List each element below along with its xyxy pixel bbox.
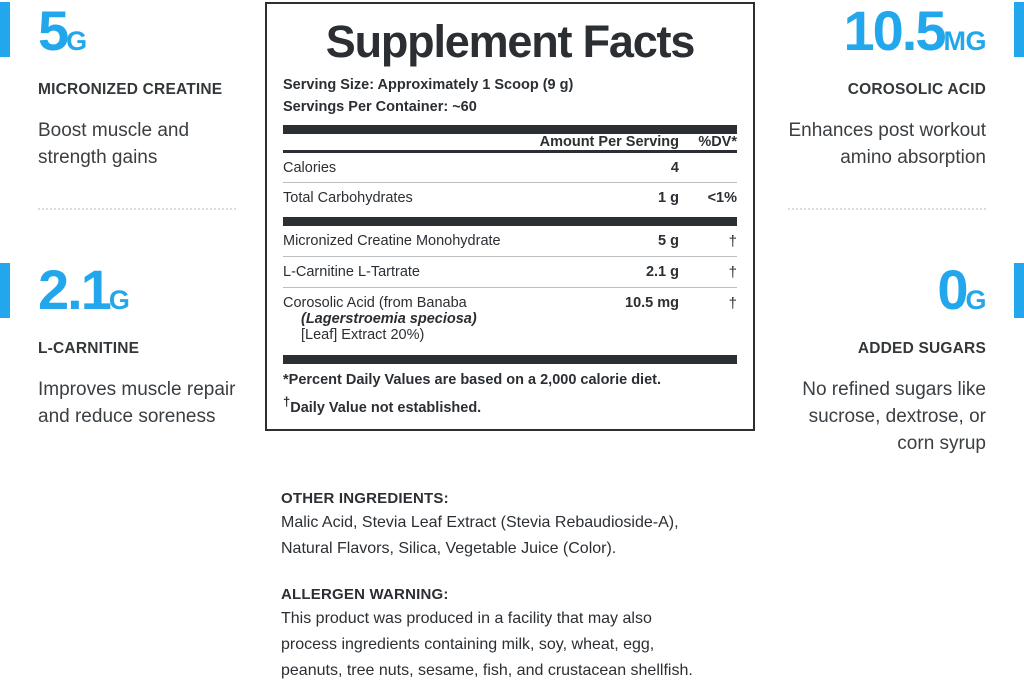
section-divider bbox=[788, 208, 986, 210]
table-row: Calories 4 bbox=[283, 153, 737, 182]
row-dv: <1% bbox=[707, 190, 737, 206]
table-row: Corosolic Acid (from Banaba (Lagerstroem… bbox=[283, 288, 737, 349]
benefits-column-left: 5G MICRONIZED CREATINE Boost muscle and … bbox=[0, 0, 248, 430]
row-name: Micronized Creatine Monohydrate bbox=[283, 233, 501, 249]
accent-bar-icon bbox=[1014, 263, 1024, 318]
facts-table-corosolic: Corosolic Acid (from Banaba (Lagerstroem… bbox=[283, 288, 737, 349]
benefit-unit: G bbox=[66, 26, 87, 56]
row-dv: † bbox=[728, 295, 737, 312]
allergen-warning-line1: This product was produced in a facility … bbox=[281, 610, 652, 627]
row-name: Corosolic Acid (from Banaba (Lagerstroem… bbox=[283, 288, 593, 349]
label-notes: OTHER INGREDIENTS: Malic Acid, Stevia Le… bbox=[281, 490, 759, 684]
benefit-micronized-creatine: 5G MICRONIZED CREATINE Boost muscle and … bbox=[0, 0, 248, 171]
row-amount: 1 g bbox=[658, 190, 679, 206]
footnote-dagger-text: Daily Value not established. bbox=[290, 399, 482, 416]
rule-thin bbox=[283, 287, 737, 288]
rule-under-header bbox=[283, 150, 737, 153]
benefit-title: COROSOLIC ACID bbox=[847, 81, 986, 98]
row-name-line1: Corosolic Acid (from Banaba bbox=[283, 295, 467, 311]
row-dv: † bbox=[728, 233, 737, 250]
rule-thick-bottom bbox=[283, 355, 737, 364]
section-divider bbox=[38, 208, 236, 210]
benefit-value: 2.1 bbox=[38, 258, 112, 321]
row-dv: † bbox=[728, 264, 737, 281]
facts-table-carnitine: L-Carnitine L-Tartrate 2.1 g † bbox=[283, 257, 737, 287]
benefit-value: 0 bbox=[937, 258, 968, 321]
column-header-dv: %DV* bbox=[698, 134, 737, 150]
accent-bar-icon bbox=[1014, 2, 1024, 57]
other-ingredients-line1: Malic Acid, Stevia Leaf Extract (Stevia … bbox=[281, 514, 679, 531]
facts-table: Amount Per Serving %DV* bbox=[283, 134, 737, 150]
row-amount: 4 bbox=[670, 160, 679, 176]
row-name: Calories bbox=[283, 160, 337, 176]
benefits-column-right: 10.5MG COROSOLIC ACID Enhances post work… bbox=[776, 0, 1024, 457]
table-header-row: Amount Per Serving %DV* bbox=[283, 134, 737, 150]
benefit-title: MICRONIZED CREATINE bbox=[38, 81, 223, 98]
benefit-added-sugars: 0G ADDED SUGARS No refined sugars like s… bbox=[776, 210, 1024, 457]
row-name: Total Carbohydrates bbox=[283, 190, 413, 206]
allergen-warning-line3: peanuts, tree nuts, sesame, fish, and cr… bbox=[281, 662, 693, 679]
table-row: Total Carbohydrates 1 g <1% bbox=[283, 183, 737, 212]
row-name: L-Carnitine L-Tartrate bbox=[283, 264, 420, 280]
benefit-stat: 0G bbox=[776, 261, 986, 329]
rule-thin bbox=[283, 256, 737, 257]
benefit-value: 10.5 bbox=[843, 0, 947, 62]
other-ingredients-line2: Natural Flavors, Silica, Vegetable Juice… bbox=[281, 540, 617, 557]
footnote-percent-daily-value: *Percent Daily Values are based on a 2,0… bbox=[283, 372, 661, 388]
row-name-line2: (Lagerstroemia speciosa) bbox=[301, 311, 477, 327]
rule-thick-top bbox=[283, 125, 737, 134]
facts-table-top-rows: Calories 4 bbox=[283, 153, 737, 182]
benefit-corosolic-acid: 10.5MG COROSOLIC ACID Enhances post work… bbox=[776, 0, 1024, 171]
benefit-title: L-CARNITINE bbox=[38, 340, 140, 357]
benefit-description: Improves muscle repair and reduce sorene… bbox=[38, 379, 236, 427]
row-dv bbox=[679, 153, 737, 182]
benefit-description: No refined sugars like sucrose, dextrose… bbox=[802, 379, 986, 454]
row-amount: 10.5 mg bbox=[625, 295, 679, 311]
benefit-unit: MG bbox=[943, 26, 987, 56]
supplement-facts-panel: Supplement Facts Serving Size: Approxima… bbox=[265, 2, 755, 431]
footnote-daily-value-not-established: †Daily Value not established. bbox=[283, 391, 737, 419]
benefit-stat: 5G bbox=[38, 2, 248, 70]
accent-bar-icon bbox=[0, 263, 10, 318]
facts-table-actives: Micronized Creatine Monohydrate 5 g † bbox=[283, 226, 737, 256]
servings-per-container: Servings Per Container: ~60 bbox=[283, 99, 477, 115]
panel-title: Supplement Facts bbox=[325, 16, 696, 67]
other-ingredients-body: Malic Acid, Stevia Leaf Extract (Stevia … bbox=[281, 510, 759, 562]
rule-thin bbox=[283, 182, 737, 183]
allergen-warning-body: This product was produced in a facility … bbox=[281, 606, 759, 684]
benefit-description: Enhances post workout amino absorption bbox=[788, 120, 986, 168]
benefit-unit: G bbox=[108, 285, 130, 315]
table-row: Micronized Creatine Monohydrate 5 g † bbox=[283, 226, 737, 256]
table-row: L-Carnitine L-Tartrate 2.1 g † bbox=[283, 257, 737, 287]
benefit-value: 5 bbox=[38, 0, 69, 62]
benefit-l-carnitine: 2.1G L-CARNITINE Improves muscle repair … bbox=[0, 210, 248, 430]
row-amount: 5 g bbox=[658, 233, 679, 249]
accent-bar-icon bbox=[0, 2, 10, 57]
allergen-warning-heading: ALLERGEN WARNING: bbox=[281, 586, 449, 603]
row-amount: 2.1 g bbox=[645, 264, 679, 280]
other-ingredients-block: OTHER INGREDIENTS: Malic Acid, Stevia Le… bbox=[281, 490, 759, 562]
allergen-warning-block: ALLERGEN WARNING: This product was produ… bbox=[281, 586, 759, 684]
other-ingredients-heading: OTHER INGREDIENTS: bbox=[281, 490, 449, 507]
serving-size: Serving Size: Approximately 1 Scoop (9 g… bbox=[283, 77, 574, 93]
allergen-warning-line2: process ingredients containing milk, soy… bbox=[281, 636, 655, 653]
benefit-unit: G bbox=[965, 285, 986, 315]
row-name-line3: [Leaf] Extract 20%) bbox=[301, 327, 425, 343]
benefit-stat: 2.1G bbox=[38, 261, 248, 329]
column-header-amount: Amount Per Serving bbox=[539, 134, 679, 150]
rule-thick-mid bbox=[283, 217, 737, 226]
benefit-description: Boost muscle and strength gains bbox=[38, 120, 190, 168]
benefit-stat: 10.5MG bbox=[776, 0, 987, 70]
dagger-symbol: † bbox=[283, 394, 291, 409]
benefit-title: ADDED SUGARS bbox=[857, 340, 986, 357]
facts-table-carbs-row: Total Carbohydrates 1 g <1% bbox=[283, 183, 737, 212]
